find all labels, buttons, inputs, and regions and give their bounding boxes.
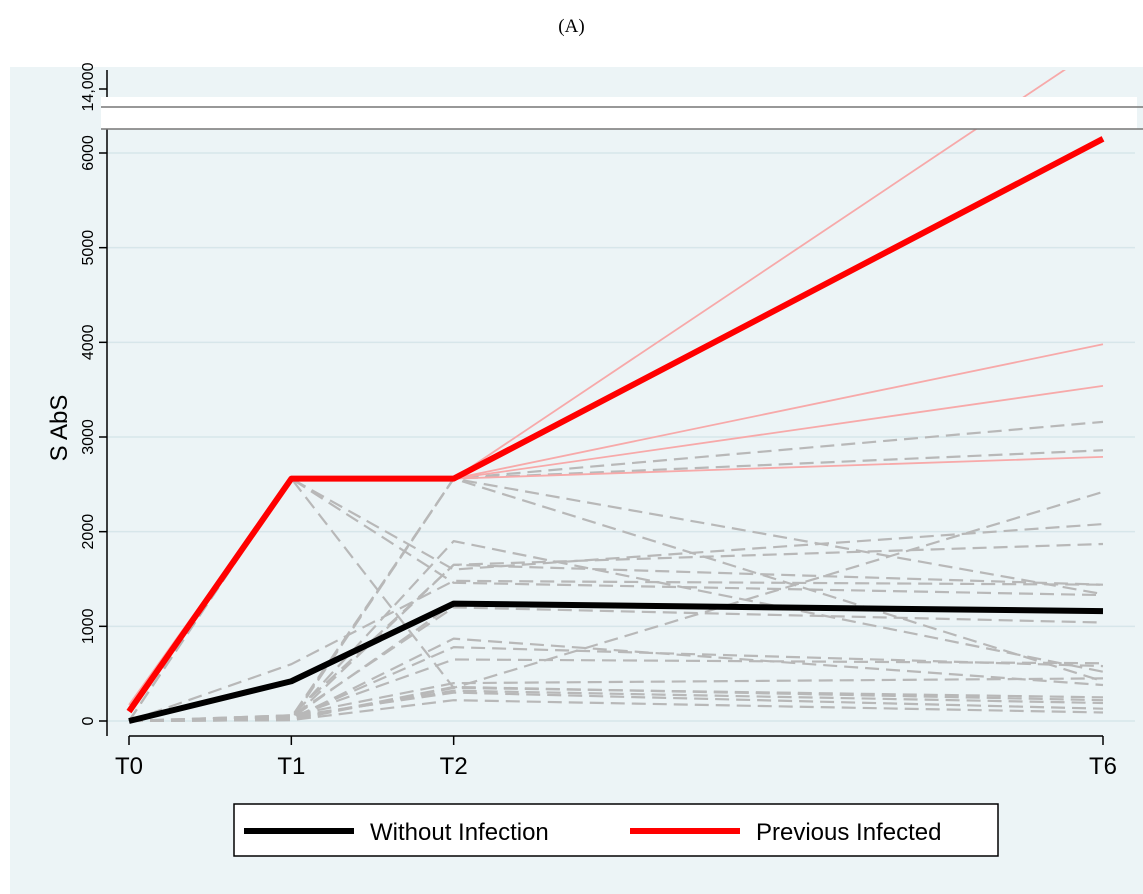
without-infection-line	[128, 600, 1104, 724]
individual-uninfected-line	[128, 579, 1104, 723]
y-tick-label: 1000	[80, 608, 97, 644]
individual-uninfected-line	[128, 658, 1104, 723]
x-tick-label: T1	[277, 753, 305, 780]
y-tick-label: 4000	[80, 324, 97, 360]
y-axis-label: S AbS	[46, 395, 73, 462]
axis-break-band	[101, 97, 1137, 129]
grid-lines	[107, 152, 1135, 722]
legend-label-without-infection: Without Infection	[370, 819, 549, 846]
y-tick-label-upper: 14,000	[80, 62, 97, 111]
individual-uninfected-line	[128, 686, 1104, 723]
y-tick-label: 6000	[80, 135, 97, 171]
previous-infected-line	[126, 136, 1105, 714]
individual-uninfected-line	[128, 646, 1104, 723]
plot-background	[10, 67, 1143, 894]
x-tick-label: T0	[115, 753, 143, 780]
individual-uninfected-line	[128, 477, 1104, 723]
individual-uninfected-line	[128, 477, 1104, 722]
panel-label: (A)	[558, 16, 585, 37]
individual-uninfected-line	[128, 699, 1104, 723]
individual-uninfected-line	[128, 477, 1104, 723]
individual-uninfected-line	[128, 637, 1104, 723]
mean-lines	[126, 136, 1105, 724]
legend: Without Infection Previous Infected	[233, 803, 999, 857]
axes: 0 1000 2000 3000 4000 5000 6000 14,000 T0 T1 T2 T6	[80, 62, 1117, 780]
individual-uninfected-line	[128, 540, 1104, 723]
y-tick-label: 5000	[80, 230, 97, 266]
y-tick-label: 2000	[80, 514, 97, 550]
x-tick-label: T6	[1089, 753, 1117, 780]
legend-box	[233, 803, 999, 857]
y-tick-label: 3000	[80, 419, 97, 455]
x-tick-label: T2	[440, 753, 468, 780]
legend-label-previous-infected: Previous Infected	[756, 819, 941, 846]
y-tick-label: 0	[80, 716, 97, 725]
individual-uninfected-line	[128, 477, 1104, 722]
individual-uninfected-line	[128, 677, 1104, 723]
